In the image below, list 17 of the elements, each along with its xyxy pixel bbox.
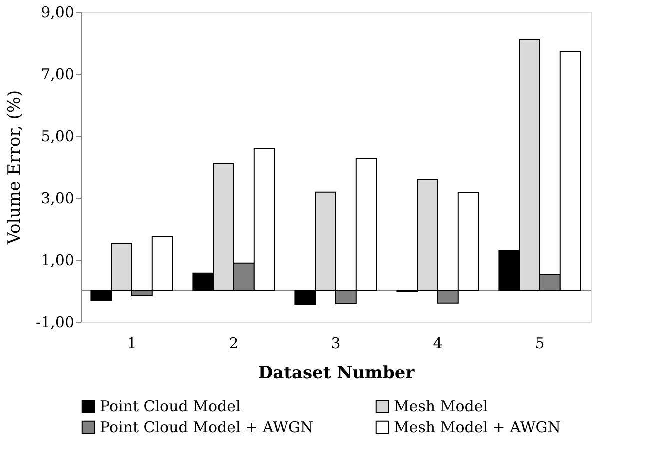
x-tick-label: 1 xyxy=(127,334,137,352)
x-axis-title: Dataset Number xyxy=(258,364,416,384)
y-tick-label: 9,00 xyxy=(41,4,74,22)
legend-label: Mesh Model + AWGN xyxy=(394,418,561,436)
legend-label: Point Cloud Model + AWGN xyxy=(100,418,314,436)
x-tick-label: 4 xyxy=(433,334,443,352)
x-tick-label: 2 xyxy=(229,334,239,352)
y-tick-label: 1,00 xyxy=(41,252,74,270)
x-tick-label: 3 xyxy=(331,334,341,352)
legend-label: Point Cloud Model xyxy=(100,398,241,416)
y-axis-title: Volume Error, (%) xyxy=(5,90,26,246)
y-tick-label: 7,00 xyxy=(41,66,74,84)
legend-label: Mesh Model xyxy=(394,398,488,416)
y-tick-label: -1,00 xyxy=(36,314,74,332)
y-tick-label: 5,00 xyxy=(41,128,74,146)
y-tick-label: 3,00 xyxy=(41,190,74,208)
x-tick-label: 5 xyxy=(535,334,545,352)
